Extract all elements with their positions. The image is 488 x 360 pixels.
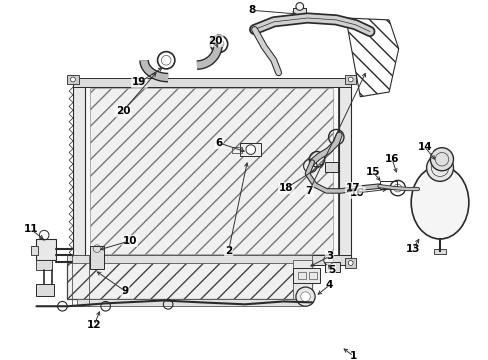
Bar (344, 75, 356, 84)
Text: 10: 10 (122, 236, 137, 246)
Bar (433, 249, 445, 255)
Text: 9: 9 (121, 286, 128, 296)
Bar (240, 143, 261, 156)
Circle shape (347, 77, 352, 82)
Bar (324, 262, 340, 272)
Bar (309, 272, 316, 279)
Bar (67, 258, 79, 268)
Bar (67, 75, 79, 84)
Bar (72, 255, 89, 306)
Ellipse shape (410, 166, 468, 239)
Circle shape (295, 3, 303, 10)
Bar (292, 8, 306, 18)
Circle shape (245, 145, 255, 154)
Circle shape (347, 261, 352, 265)
Text: 1: 1 (349, 351, 356, 360)
Bar (73, 255, 350, 265)
Bar (31, 246, 39, 255)
Bar (84, 82, 339, 260)
Bar (292, 260, 312, 298)
Bar (297, 272, 305, 279)
Bar (339, 82, 350, 260)
Bar (77, 298, 302, 306)
Text: 12: 12 (87, 320, 101, 330)
Text: 15: 15 (365, 167, 379, 177)
Circle shape (426, 154, 452, 181)
Bar (90, 88, 333, 255)
Text: 7: 7 (305, 186, 312, 196)
Text: 20: 20 (116, 106, 130, 116)
Text: 17: 17 (346, 183, 360, 193)
Bar (232, 147, 242, 153)
Text: 16: 16 (349, 188, 364, 198)
Text: 2: 2 (224, 246, 232, 256)
Bar (324, 162, 338, 172)
Circle shape (429, 148, 452, 171)
Text: 5: 5 (327, 265, 334, 275)
Bar (73, 77, 350, 87)
Circle shape (70, 77, 75, 82)
Circle shape (300, 292, 310, 301)
Text: 3: 3 (325, 251, 332, 261)
Bar (292, 268, 319, 283)
Text: 16: 16 (384, 154, 398, 164)
Circle shape (70, 261, 75, 265)
Text: 6: 6 (215, 138, 222, 148)
Circle shape (295, 287, 314, 306)
Text: 11: 11 (23, 224, 38, 234)
Text: 19: 19 (132, 77, 146, 87)
Bar (37, 260, 52, 270)
Bar (37, 284, 54, 296)
Bar (379, 181, 396, 189)
Bar (67, 260, 312, 298)
Bar (37, 239, 56, 260)
Bar (73, 82, 84, 260)
Text: 13: 13 (405, 244, 420, 253)
Bar (67, 255, 312, 263)
Text: 14: 14 (416, 142, 431, 152)
Text: 8: 8 (247, 5, 255, 15)
Text: 18: 18 (279, 183, 293, 193)
Text: 4: 4 (325, 280, 332, 290)
Text: 20: 20 (207, 36, 222, 46)
Bar (90, 246, 103, 269)
Bar (344, 258, 356, 268)
